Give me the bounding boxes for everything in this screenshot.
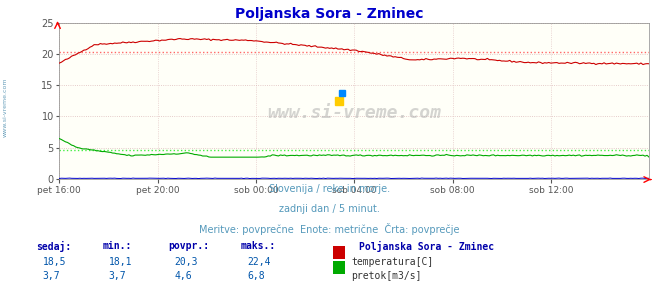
Text: www.si-vreme.com: www.si-vreme.com — [3, 78, 8, 137]
Text: zadnji dan / 5 minut.: zadnji dan / 5 minut. — [279, 204, 380, 213]
Text: Poljanska Sora - Zminec: Poljanska Sora - Zminec — [235, 7, 424, 21]
Text: min.:: min.: — [102, 241, 132, 251]
Text: povpr.:: povpr.: — [168, 241, 209, 251]
Text: www.si-vreme.com: www.si-vreme.com — [267, 104, 442, 122]
Text: 4,6: 4,6 — [175, 271, 192, 281]
Text: Meritve: povprečne  Enote: metrične  Črta: povprečje: Meritve: povprečne Enote: metrične Črta:… — [199, 223, 460, 235]
Text: sedaj:: sedaj: — [36, 241, 71, 252]
Text: 3,7: 3,7 — [43, 271, 61, 281]
Text: 3,7: 3,7 — [109, 271, 127, 281]
Text: temperatura[C]: temperatura[C] — [351, 257, 434, 266]
Text: pretok[m3/s]: pretok[m3/s] — [351, 271, 422, 281]
Text: 20,3: 20,3 — [175, 257, 198, 266]
Text: 18,1: 18,1 — [109, 257, 132, 266]
Text: Slovenija / reke in morje.: Slovenija / reke in morje. — [269, 184, 390, 194]
Text: Poljanska Sora - Zminec: Poljanska Sora - Zminec — [359, 241, 494, 252]
Text: 6,8: 6,8 — [247, 271, 265, 281]
Text: 18,5: 18,5 — [43, 257, 67, 266]
Text: maks.:: maks.: — [241, 241, 275, 251]
Text: 22,4: 22,4 — [247, 257, 271, 266]
